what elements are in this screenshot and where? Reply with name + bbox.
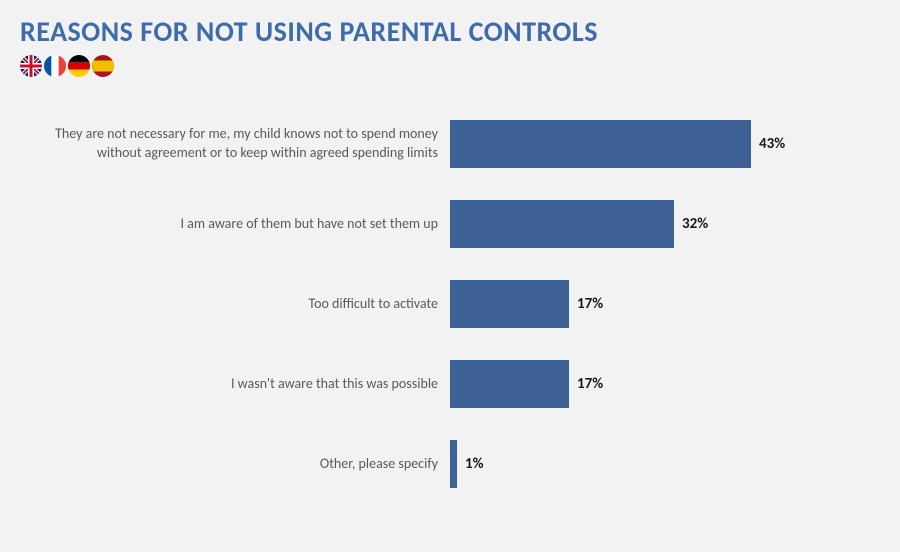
bar-track: 17% <box>450 280 870 328</box>
chart-row: Too difficult to activate 17% <box>50 280 870 328</box>
page-title: REASONS FOR NOT USING PARENTAL CONTROLS <box>0 0 900 55</box>
reasons-bar-chart: They are not necessary for me, my child … <box>50 120 870 522</box>
chart-row: I am aware of them but have not set them… <box>50 200 870 248</box>
chart-row: I wasn't aware that this was possible 17% <box>50 360 870 408</box>
bar-label: I am aware of them but have not set them… <box>50 215 450 234</box>
bar <box>450 360 569 408</box>
bar-track: 17% <box>450 360 870 408</box>
de-flag-icon <box>68 55 90 77</box>
bar-track: 32% <box>450 200 870 248</box>
country-flags <box>0 55 900 77</box>
bar-value: 1% <box>457 440 484 488</box>
bar-value: 17% <box>569 360 603 408</box>
bar-value: 43% <box>751 120 785 168</box>
bar-value: 32% <box>674 200 708 248</box>
uk-flag-icon <box>20 55 42 77</box>
bar-value: 17% <box>569 280 603 328</box>
chart-row: They are not necessary for me, my child … <box>50 120 870 168</box>
bar-track: 43% <box>450 120 870 168</box>
bar-track: 1% <box>450 440 870 488</box>
bar <box>450 200 674 248</box>
bar <box>450 120 751 168</box>
bar-label: Other, please specify <box>50 455 450 474</box>
bar-label: They are not necessary for me, my child … <box>50 125 450 163</box>
bar-label: I wasn't aware that this was possible <box>50 375 450 394</box>
bar <box>450 440 457 488</box>
bar-label: Too difficult to activate <box>50 295 450 314</box>
chart-row: Other, please specify 1% <box>50 440 870 488</box>
bar <box>450 280 569 328</box>
fr-flag-icon <box>44 55 66 77</box>
es-flag-icon <box>92 55 114 77</box>
